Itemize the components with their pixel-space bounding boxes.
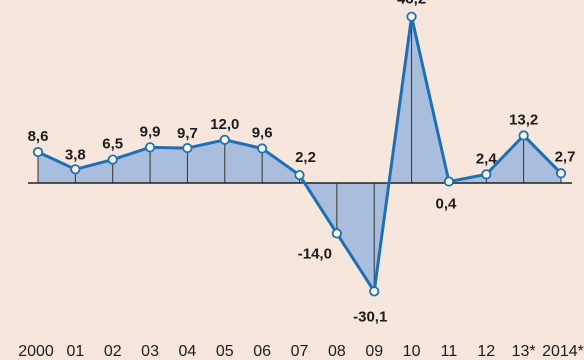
area-fill [38, 16, 561, 292]
value-label-12: 2,4 [476, 150, 498, 167]
data-point-10 [406, 11, 417, 22]
x-tick-05: 05 [216, 343, 234, 360]
data-point-08 [331, 228, 342, 239]
value-label-04: 9,7 [177, 125, 198, 142]
x-tick-08: 08 [328, 343, 346, 360]
value-label-2000: 8,6 [28, 128, 49, 145]
data-point-09 [369, 286, 380, 297]
data-point-06 [257, 143, 268, 154]
value-label-07: 2,2 [295, 149, 316, 166]
data-point-03 [144, 142, 156, 153]
x-tick-12: 12 [477, 343, 495, 360]
x-tick-03: 03 [141, 343, 159, 360]
x-tick-07: 07 [291, 343, 309, 360]
value-label-05: 12,0 [210, 116, 239, 133]
value-label-11: 0,4 [435, 196, 457, 213]
value-label-03: 9,9 [140, 123, 161, 140]
data-point-04 [182, 142, 193, 154]
data-point-2000 [32, 146, 44, 158]
x-tick-11: 11 [441, 343, 458, 360]
value-label-08: -14,0 [298, 245, 332, 262]
data-point-2014 [555, 168, 567, 179]
data-point-11 [443, 176, 455, 187]
x-tick-09: 09 [365, 343, 383, 360]
value-label-13: 13,2 [509, 111, 538, 128]
value-label-10: 46,2 [397, 0, 426, 8]
data-point-12 [481, 169, 492, 180]
x-tick-02: 02 [104, 343, 122, 360]
data-point-02 [107, 154, 118, 165]
x-tick-10: 10 [403, 343, 421, 360]
value-label-01: 3,8 [65, 146, 86, 163]
x-tick-06: 06 [253, 343, 271, 360]
value-label-2014: 2,7 [555, 148, 576, 165]
x-tick-04: 04 [179, 343, 197, 360]
value-label-02: 6,5 [102, 136, 123, 153]
x-tick-01: 01 [66, 343, 84, 360]
value-label-06: 9,6 [252, 124, 273, 141]
value-label-09: -30,1 [353, 308, 387, 325]
data-point-07 [294, 169, 305, 181]
data-point-05 [219, 134, 230, 145]
data-point-01 [70, 164, 81, 175]
x-tick-2000: 2000 [18, 343, 54, 360]
data-point-13 [518, 130, 529, 141]
x-tick-13: 13* [512, 343, 536, 360]
x-tick-2014: 2014* [542, 343, 584, 360]
